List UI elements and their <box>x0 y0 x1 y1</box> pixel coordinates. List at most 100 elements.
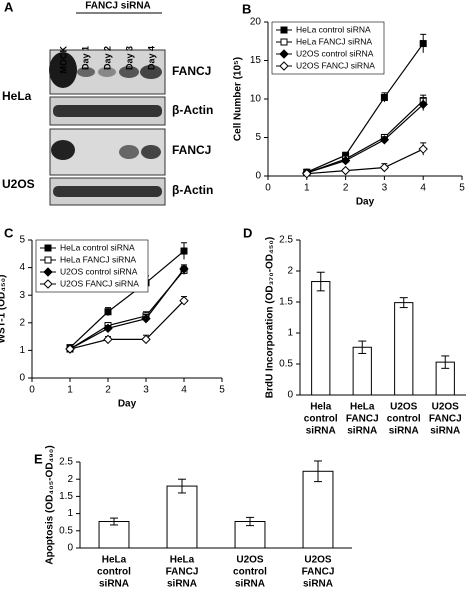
x-tick-label: 5 <box>219 385 225 396</box>
marker <box>65 344 75 354</box>
band <box>53 186 162 197</box>
panel-letter: C <box>4 225 14 240</box>
y-tick-label: 1.5 <box>59 491 73 502</box>
chart-panel: C 0 1 2 3 4 5 WST-1 (OD₄₅₀) 0 1 2 3 4 5 Day HeLa contro… <box>0 225 225 409</box>
band <box>53 105 162 117</box>
band <box>119 66 139 78</box>
x-tick-label: control <box>97 567 131 578</box>
y-tick-label: 0.5 <box>279 359 293 370</box>
y-axis-label: WST-1 (OD₄₅₀) <box>0 275 8 344</box>
band <box>49 52 77 88</box>
y-tick-label: 1 <box>67 508 73 519</box>
x-tick-label: siRNA <box>389 426 419 437</box>
cell-line: HeLa <box>2 89 32 103</box>
x-tick-label: Hela <box>310 402 332 413</box>
y-tick-label: 20 <box>250 17 262 28</box>
marker <box>103 334 113 345</box>
x-tick-label: HeLa <box>102 555 127 566</box>
legend-marker <box>279 49 289 59</box>
x-tick-label: U2OS <box>304 555 332 566</box>
legend-label: HeLa control siRNA <box>60 242 135 252</box>
series-line <box>69 300 185 350</box>
band <box>140 65 162 79</box>
y-tick-label: 0.5 <box>59 525 73 536</box>
marker <box>141 313 151 324</box>
legend-label: HeLa control siRNA <box>296 24 371 34</box>
marker <box>179 296 189 306</box>
x-tick-label: siRNA <box>347 426 377 437</box>
marker <box>379 162 390 173</box>
x-tick-label: 4 <box>181 385 187 396</box>
legend-label: HeLa FANCJ siRNA <box>296 36 372 46</box>
bar <box>394 302 414 396</box>
bar <box>302 470 334 549</box>
y-tick-label: 2 <box>67 474 73 485</box>
y-tick-label: 3 <box>19 290 25 301</box>
x-tick-label: siRNA <box>306 426 336 437</box>
group-label: FANCJ siRNA <box>85 1 151 12</box>
legend-label: U2OS control siRNA <box>296 48 374 58</box>
lane-label: Day 2 <box>102 46 112 70</box>
x-tick-label: siRNA <box>303 579 333 590</box>
x-tick-label: 0 <box>29 385 35 396</box>
marker <box>179 264 189 274</box>
x-tick-label: U2OS <box>236 555 264 566</box>
marker <box>340 165 351 176</box>
y-tick-label: 1.5 <box>279 297 293 308</box>
y-tick-label: 1 <box>287 328 293 339</box>
bar <box>352 346 372 396</box>
legend-label: U2OS control siRNA <box>60 266 138 276</box>
marker <box>141 334 151 345</box>
series-line <box>306 103 424 174</box>
x-tick-label: U2OS <box>432 402 460 413</box>
panel-letter: A <box>4 0 14 14</box>
bar <box>98 521 130 549</box>
protein: FANCJ <box>172 143 211 157</box>
y-tick-label: 5 <box>255 132 261 143</box>
lane-label: MOCK <box>58 46 68 74</box>
x-tick-label: HeLa <box>170 555 195 566</box>
blot-panel: A FANCJ siRNA HeLa U2OS FANCJ β-Actin FA… <box>2 0 213 206</box>
legend-marker <box>44 244 52 252</box>
y-tick-label: 0 <box>255 171 261 182</box>
marker <box>104 308 112 316</box>
legend-marker <box>43 267 53 277</box>
series-line <box>69 268 185 350</box>
y-tick-label: 1 <box>19 345 25 356</box>
y-tick-label: 0 <box>67 543 73 554</box>
y-tick-label: 2.5 <box>279 235 293 246</box>
marker <box>340 155 351 166</box>
x-tick-label: siRNA <box>167 579 197 590</box>
x-tick-label: siRNA <box>235 579 265 590</box>
x-tick-label: control <box>304 414 338 425</box>
y-tick-label: 2.5 <box>59 457 73 468</box>
bar <box>166 485 198 549</box>
band <box>119 145 139 159</box>
x-tick-label: control <box>233 567 267 578</box>
x-tick-label: 3 <box>382 183 388 194</box>
protein: β-Actin <box>172 183 213 197</box>
y-tick-label: 15 <box>250 55 262 66</box>
x-tick-label: FANCJ <box>166 567 199 578</box>
marker <box>419 40 427 48</box>
legend-marker <box>280 26 288 34</box>
x-tick-label: 1 <box>304 183 310 194</box>
x-tick-label: 0 <box>265 183 271 194</box>
panel-letter: B <box>242 1 251 16</box>
lane-label: Day 4 <box>146 46 156 70</box>
legend-marker <box>280 38 288 46</box>
y-axis-label: Apoptosis (OD₄₀₅-OD₄₉₀) <box>45 445 56 564</box>
x-axis-label: Day <box>356 197 375 208</box>
x-tick-label: U2OS <box>390 402 418 413</box>
x-tick-label: 5 <box>459 183 465 194</box>
x-tick-label: 2 <box>105 385 111 396</box>
marker <box>418 99 428 110</box>
y-axis-label: BrdU Incorporation (OD₃₇₀-OD₄₅₀) <box>265 237 276 398</box>
x-tick-label: control <box>387 414 421 425</box>
x-tick-label: FANCJ <box>346 414 379 425</box>
y-tick-label: 4 <box>19 262 25 273</box>
x-axis-label: Day <box>118 399 137 410</box>
x-tick-label: HeLa <box>350 402 375 413</box>
